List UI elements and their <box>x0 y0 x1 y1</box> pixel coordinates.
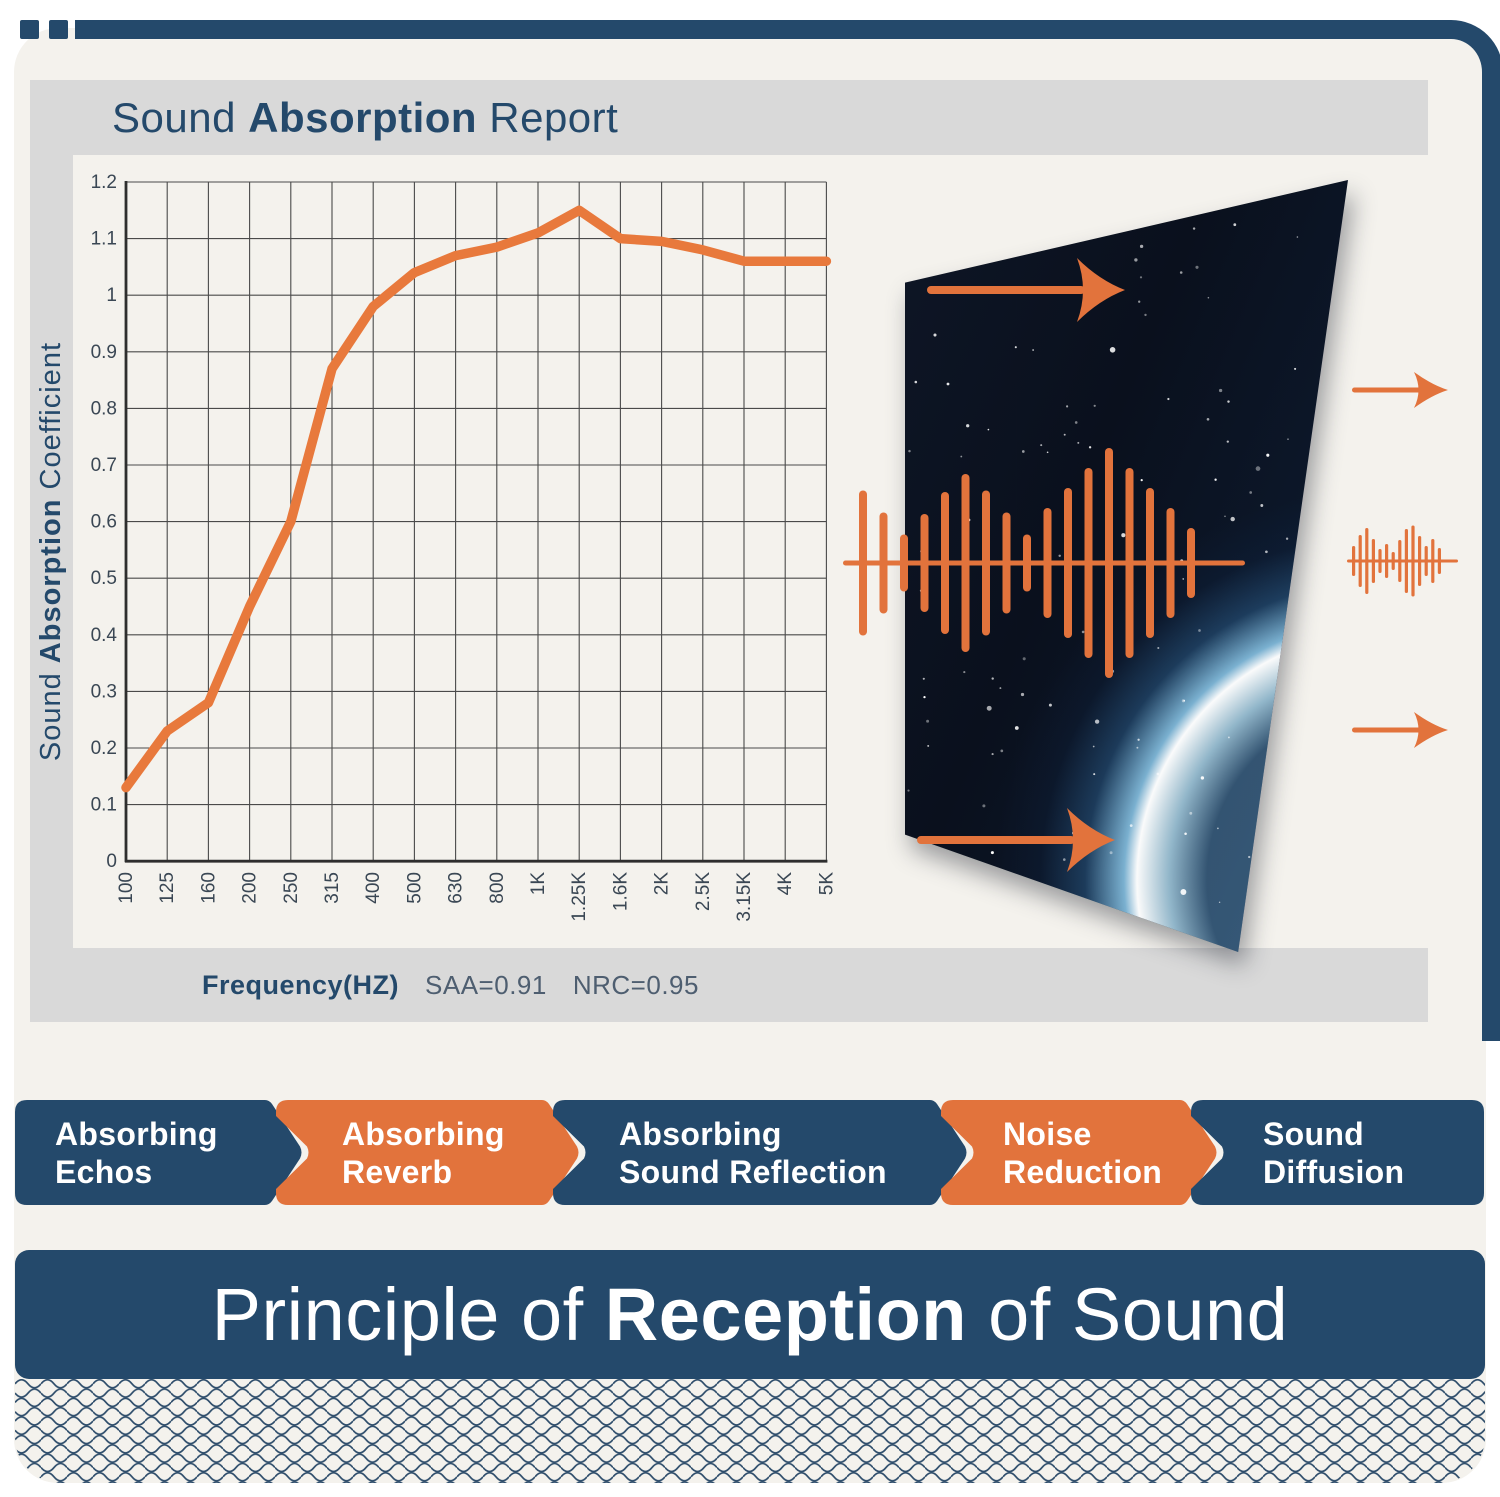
banner-label: Absorbing <box>55 1115 218 1152</box>
accent-square-icon <box>20 20 39 39</box>
svg-text:0.6: 0.6 <box>91 512 117 533</box>
arrow-right-icon <box>917 808 1115 872</box>
y-axis-label-strip: Sound Absorption Coefficient <box>30 155 73 948</box>
banner-label: Reverb <box>342 1153 453 1190</box>
banner-label: Echos <box>55 1153 153 1190</box>
svg-text:250: 250 <box>281 872 302 904</box>
arrow-right-icon <box>1352 712 1448 748</box>
feature-banner-noise-reduction: Noise Reduction <box>941 1100 1218 1205</box>
svg-text:630: 630 <box>446 872 467 904</box>
svg-text:400: 400 <box>363 872 384 904</box>
svg-text:0.8: 0.8 <box>91 398 117 419</box>
banner-label: Noise <box>1003 1115 1092 1152</box>
svg-text:200: 200 <box>240 872 261 904</box>
nrc-value: NRC=0.95 <box>572 969 699 1000</box>
feature-banner-absorbing-echos: Absorbing Echos <box>15 1100 303 1205</box>
y-axis-label: Sound Absorption Coefficient <box>35 341 67 762</box>
banner-label: Sound Reflection <box>619 1153 887 1190</box>
feature-banner-absorbing-reverb: Absorbing Reverb <box>276 1100 580 1205</box>
feature-banner-absorbing-sound-reflection: Absorbing Sound Reflection <box>553 1100 968 1205</box>
svg-text:125: 125 <box>157 872 178 904</box>
svg-text:0.2: 0.2 <box>91 738 117 759</box>
banner-label: Sound <box>1263 1115 1365 1152</box>
sound-wave-icon <box>843 448 1245 678</box>
x-axis-label-band: Frequency(HZ) SAA=0.91 NRC=0.95 <box>30 948 1428 1022</box>
svg-text:1.2: 1.2 <box>91 172 117 193</box>
accent-square-icon <box>49 20 68 39</box>
footer-title-banner: Principle of Reception of Sound <box>15 1250 1485 1379</box>
svg-text:800: 800 <box>487 872 508 904</box>
svg-text:1K: 1K <box>528 872 549 896</box>
svg-text:315: 315 <box>322 872 343 904</box>
saa-value: SAA=0.91 <box>425 969 547 1000</box>
svg-text:0.5: 0.5 <box>91 568 117 589</box>
x-axis-label: Frequency(HZ) <box>202 969 400 1000</box>
svg-text:0.3: 0.3 <box>91 681 117 702</box>
svg-text:4K: 4K <box>775 872 796 896</box>
sound-wave-out-icon <box>1347 525 1458 597</box>
svg-text:0: 0 <box>106 851 117 872</box>
svg-text:0.9: 0.9 <box>91 342 117 363</box>
svg-text:160: 160 <box>198 872 219 904</box>
svg-text:0.1: 0.1 <box>91 795 117 816</box>
banner-label: Absorbing <box>342 1115 505 1152</box>
svg-text:0.7: 0.7 <box>91 455 117 476</box>
absorption-chart: 0 0.1 0.2 0.3 0.4 0.5 0.6 0.7 0.8 0.9 1 1.1 1.2 100 12… <box>91 172 838 922</box>
feature-banner-sound-diffusion: Sound Diffusion <box>1191 1100 1484 1205</box>
svg-text:0.4: 0.4 <box>91 625 118 646</box>
svg-text:100: 100 <box>116 872 137 904</box>
banner-label: Reduction <box>1003 1153 1163 1190</box>
banner-label: Absorbing <box>619 1115 782 1152</box>
svg-text:5K: 5K <box>816 872 837 896</box>
arrow-right-icon <box>1352 372 1448 408</box>
wave-pattern <box>15 1379 1485 1483</box>
svg-text:3.15K: 3.15K <box>734 872 755 922</box>
svg-text:1.6K: 1.6K <box>610 872 631 911</box>
report-title-band: Sound Absorption Report <box>30 80 1428 155</box>
svg-text:1.25K: 1.25K <box>569 872 590 922</box>
svg-text:1: 1 <box>106 285 117 306</box>
footer-title: Principle of Reception of Sound <box>211 1273 1289 1356</box>
svg-text:1.1: 1.1 <box>91 229 117 250</box>
page-title: Sound Absorption Report <box>112 93 619 141</box>
svg-text:500: 500 <box>404 872 425 904</box>
arrow-right-icon <box>927 258 1125 322</box>
svg-text:2.5K: 2.5K <box>693 872 714 911</box>
wave-pattern-svg <box>15 1379 1485 1483</box>
banner-label: Diffusion <box>1263 1153 1405 1190</box>
svg-text:2K: 2K <box>652 872 673 896</box>
